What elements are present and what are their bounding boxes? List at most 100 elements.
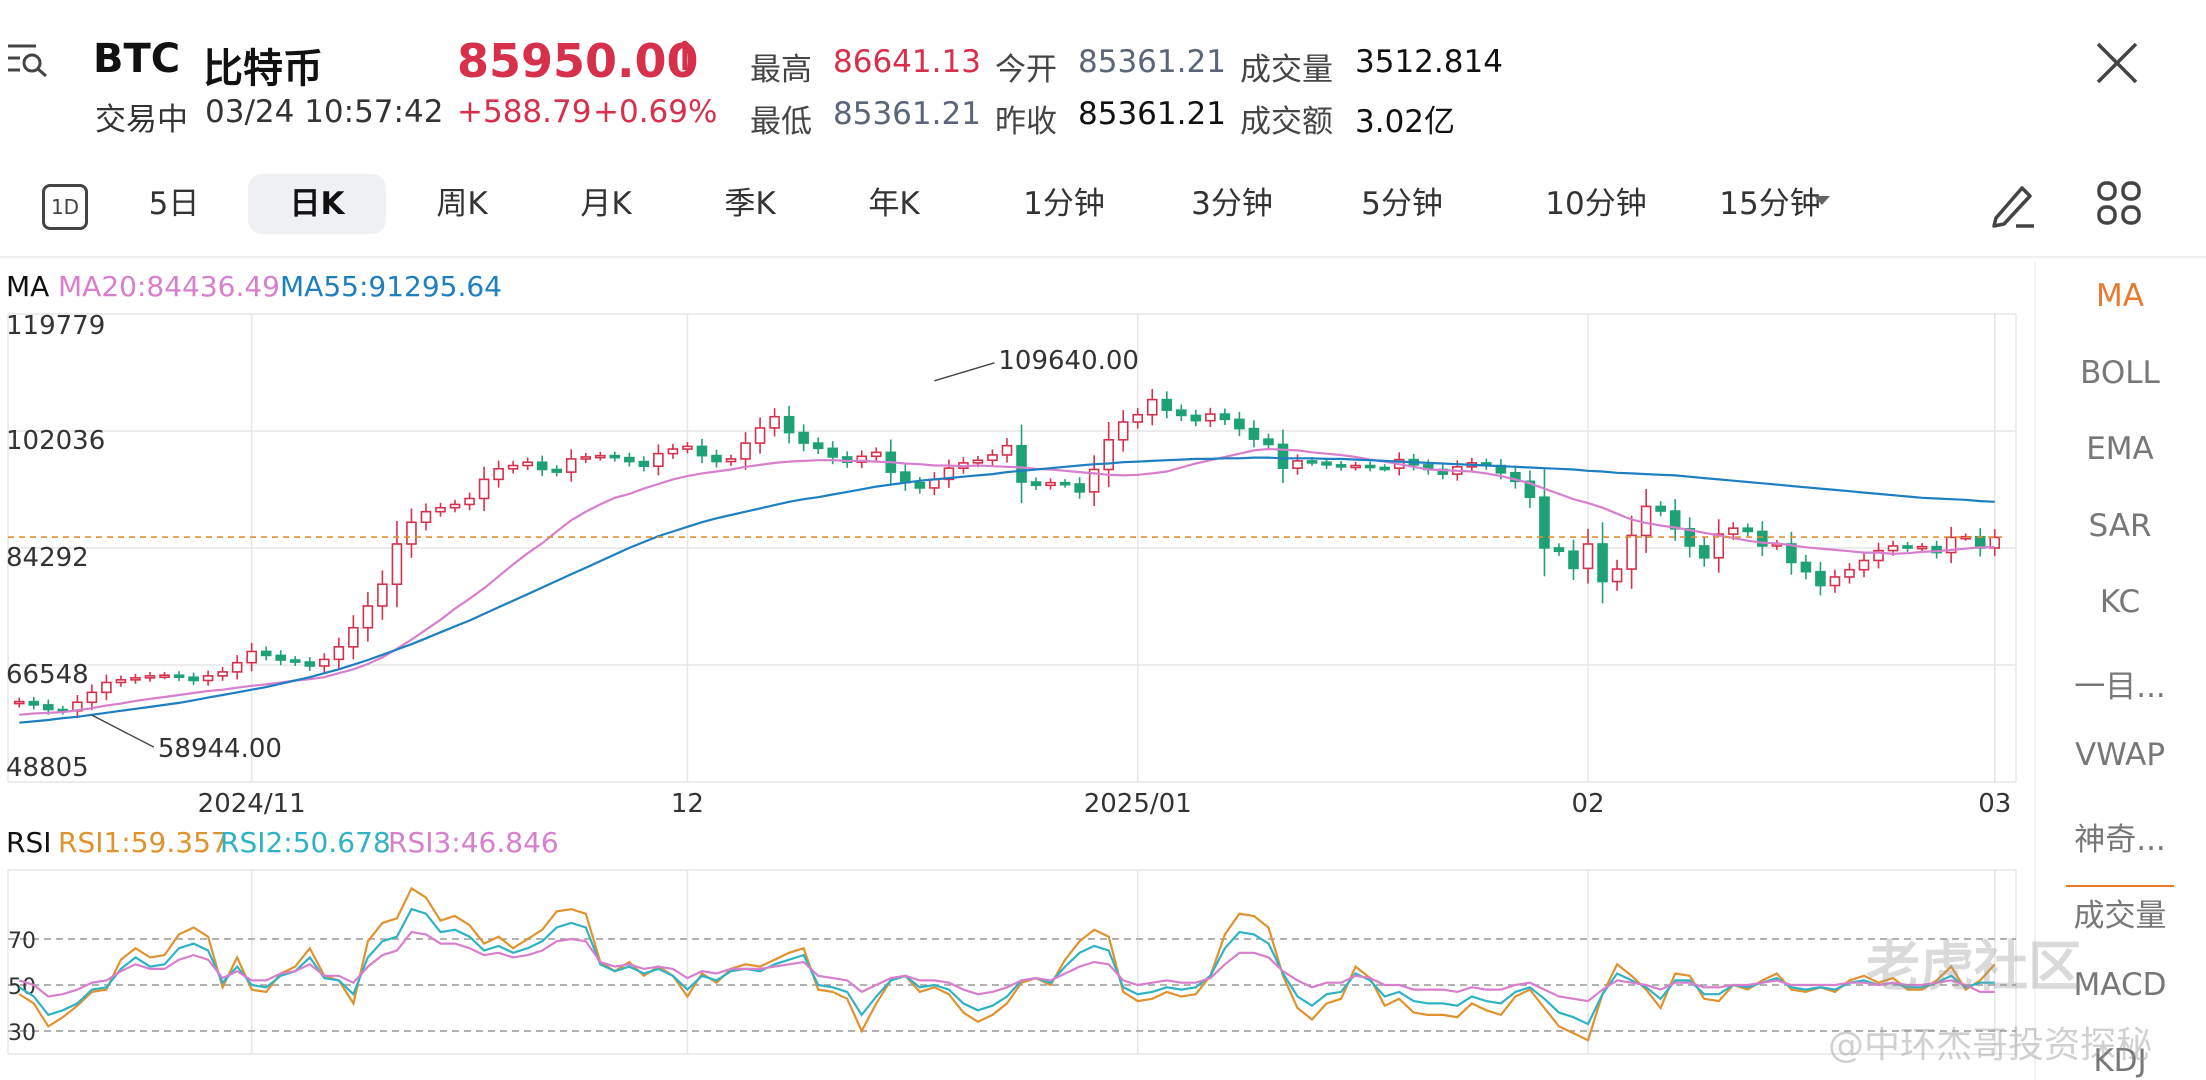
indicator-9[interactable]: MACD: [2073, 966, 2167, 1003]
candle-up: [1873, 549, 1884, 562]
rsi-line-3: [18, 930, 1995, 1003]
rsi-legend-title: RSI: [6, 826, 52, 859]
candle-up: [1887, 545, 1899, 552]
candle-up: [217, 671, 228, 677]
candle-up: [1858, 559, 1870, 571]
indicator-0[interactable]: MA: [2096, 278, 2144, 314]
candle-up: [420, 510, 432, 524]
indicator-8[interactable]: 成交量: [2073, 898, 2167, 934]
x-tick-label: 03: [1978, 789, 2011, 819]
candle-up: [1103, 439, 1114, 471]
tab-period-0[interactable]: 5日: [148, 186, 200, 222]
indicator-5[interactable]: 一目...: [2074, 668, 2166, 705]
candle-up: [130, 677, 141, 681]
candle-down: [536, 461, 548, 471]
candle-up: [1989, 536, 2001, 549]
close-icon[interactable]: [2094, 40, 2140, 86]
indicator-10[interactable]: KDJ: [2093, 1043, 2147, 1079]
candle-down: [1248, 427, 1260, 440]
candle-up: [1205, 413, 1216, 422]
candle-down: [609, 454, 621, 459]
x-tick-label: 2025/01: [1084, 789, 1192, 819]
annotation-leader: [934, 362, 995, 382]
grid-icon[interactable]: [2096, 180, 2142, 226]
ma20-line: [19, 447, 1995, 716]
tab-period-3[interactable]: 月K: [580, 186, 632, 222]
candlestick-chart[interactable]: 119779 102036 84292 66548 48805 2024/11 12 2025…: [0, 300, 2030, 820]
candle-down: [260, 650, 272, 657]
candle-down: [711, 454, 722, 463]
candle-down: [624, 456, 635, 463]
candle-down: [551, 468, 563, 473]
indicator-3[interactable]: SAR: [2088, 507, 2152, 544]
candle-up: [1117, 421, 1129, 441]
candle-down: [304, 661, 316, 667]
candle-down: [1190, 414, 1202, 422]
candle-down: [1016, 444, 1027, 483]
candle-up: [246, 650, 257, 664]
symbol: BTC: [93, 36, 181, 82]
tab-period-4[interactable]: 季K: [724, 186, 776, 222]
tab-period-2[interactable]: 周K: [436, 186, 488, 222]
candle-up: [1001, 444, 1013, 456]
candle-up: [464, 497, 475, 506]
ma20-legend: MA20:84436.49: [58, 270, 280, 303]
amount-value: 3.02亿: [1355, 104, 1456, 140]
indicator-7[interactable]: 神奇...: [2074, 821, 2166, 858]
candle-down: [1524, 480, 1536, 498]
indicator-2[interactable]: EMA: [2086, 431, 2154, 467]
pencil-icon[interactable]: [1988, 178, 2038, 230]
tab-period-6[interactable]: 1分钟: [1023, 186, 1105, 222]
candle-up: [115, 679, 127, 684]
tab-period-8[interactable]: 5分钟: [1361, 186, 1443, 222]
candle-up: [565, 458, 577, 473]
x-tick-label: 12: [671, 789, 704, 819]
candle-up: [1146, 398, 1158, 416]
amount-label: 成交额: [1240, 104, 1333, 140]
candle-up: [1350, 464, 1361, 469]
candle-down: [1176, 409, 1187, 417]
tab-period-10[interactable]: 15分钟: [1719, 186, 1821, 222]
tab-period-5[interactable]: 年K: [868, 186, 920, 222]
candle-up: [769, 415, 780, 429]
prev-close-label: 昨收: [995, 104, 1057, 140]
watermark-author: @中环杰哥投资探秘: [1828, 1025, 2153, 1066]
candle-up: [1844, 568, 1855, 578]
candle-up: [682, 445, 693, 450]
candle-down: [1568, 550, 1579, 570]
y-tick-label: 119779: [6, 311, 105, 341]
candle-up: [856, 455, 868, 464]
tab-period-1[interactable]: 日K: [248, 174, 386, 234]
volume-label: 成交量: [1240, 52, 1333, 88]
x-tick-label: 2024/11: [198, 789, 306, 819]
price-change-pct: +0.69%: [593, 94, 718, 130]
candle-up: [449, 503, 461, 509]
candle-down: [1786, 543, 1797, 564]
indicator-4[interactable]: KC: [2099, 584, 2141, 620]
indicator-6[interactable]: VWAP: [2074, 737, 2166, 773]
candle-up: [202, 675, 214, 682]
candle-down: [812, 442, 824, 450]
candle-up: [377, 583, 388, 607]
low-value: 85361.21: [833, 96, 981, 132]
oneday-icon[interactable]: 1D: [42, 184, 88, 230]
rsi2-legend: RSI2:50.678: [220, 826, 391, 859]
rsi3-legend: RSI3:46.846: [388, 826, 559, 859]
menu-search-icon[interactable]: [6, 40, 50, 80]
tab-period-7[interactable]: 3分钟: [1191, 186, 1273, 222]
tab-period-9[interactable]: 10分钟: [1545, 186, 1647, 222]
dropdown-caret-icon[interactable]: [1814, 196, 1830, 205]
candle-down: [1379, 466, 1390, 471]
candle-up: [522, 461, 533, 467]
candle-up: [1713, 533, 1725, 559]
candle-up: [333, 646, 345, 661]
y-tick-label: 84292: [6, 543, 89, 573]
candle-down: [1364, 464, 1376, 469]
ma55-legend: MA55:91295.64: [280, 270, 502, 303]
candle-down: [1335, 464, 1347, 468]
indicator-1[interactable]: BOLL: [2080, 354, 2160, 391]
candle-up: [435, 506, 446, 513]
candle-up: [653, 452, 664, 467]
candle-down: [1757, 530, 1768, 547]
